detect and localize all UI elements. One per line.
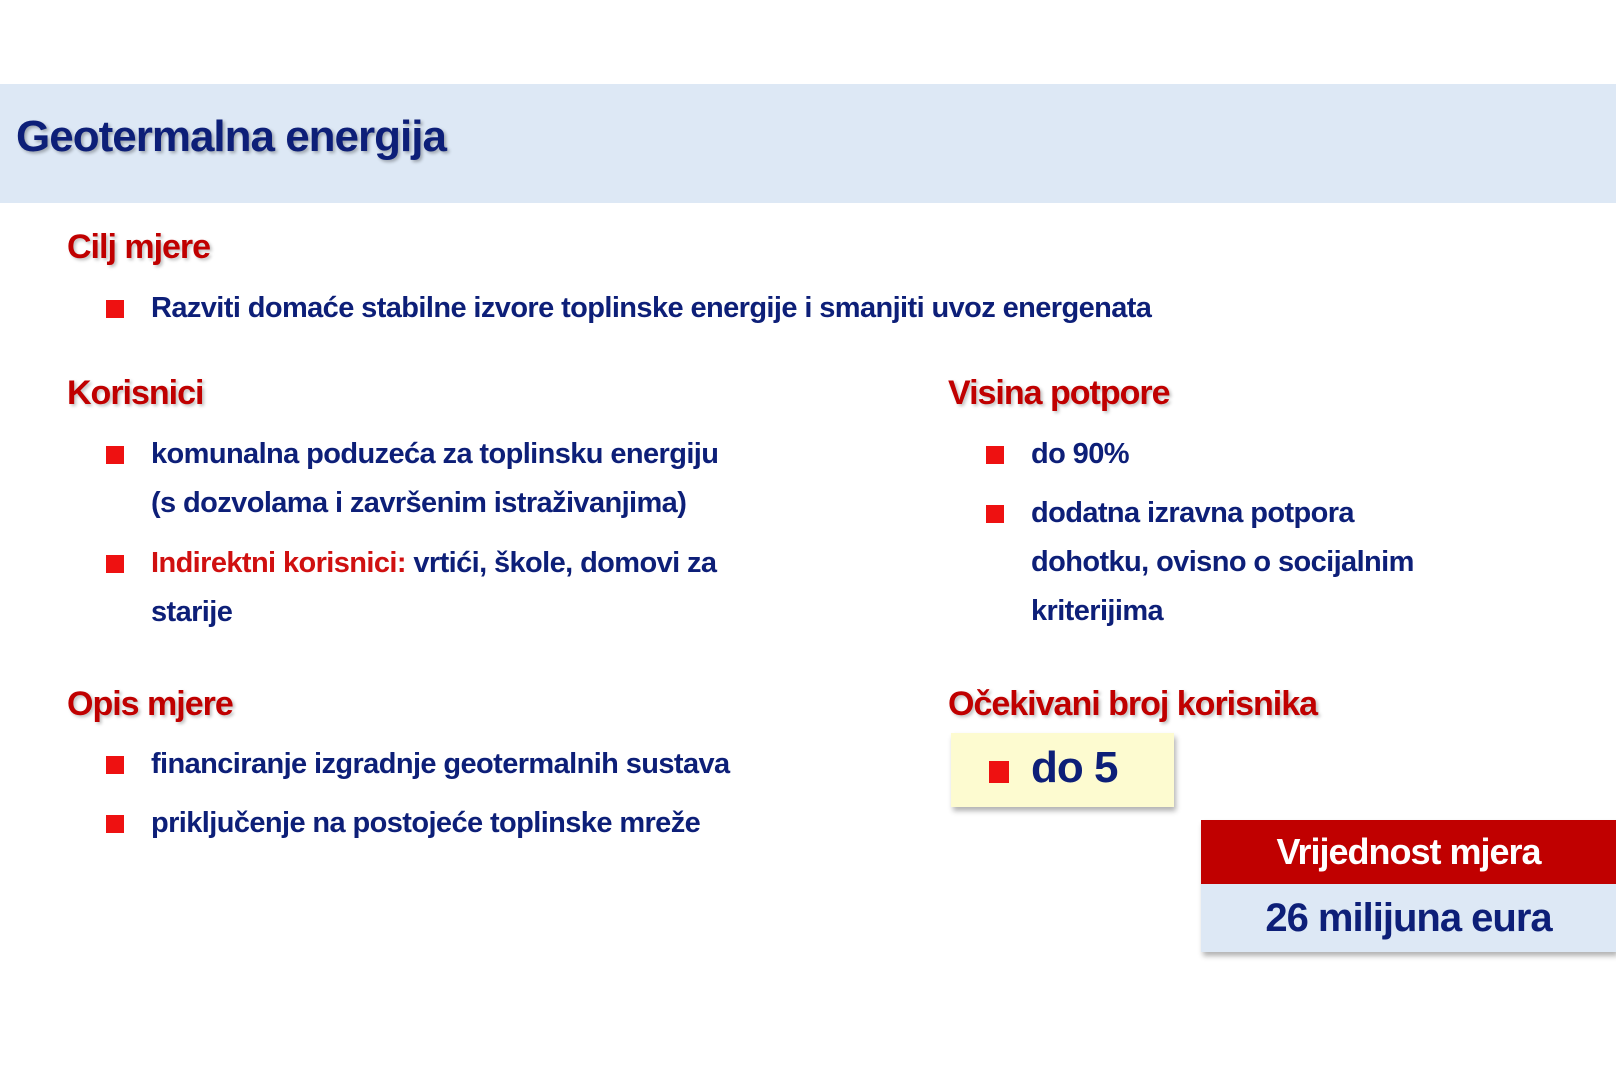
slide-title: Geotermalna energija <box>16 112 447 161</box>
korisnici-item-2: Indirektni korisnici: vrtići, škole, dom… <box>151 539 717 637</box>
korisnici-item-1-line2: (s dozvolama i završenim istraživanjima) <box>151 487 687 519</box>
bullet-square-icon <box>106 815 124 833</box>
heading-opis-mjere: Opis mjere <box>67 685 234 723</box>
bullet-square-icon <box>106 446 124 464</box>
opis-item-2: priključenje na postojeće toplinske mrež… <box>151 807 701 839</box>
bullet-square-icon <box>986 446 1004 464</box>
korisnici-item-1-line1: komunalna poduzeća za toplinsku energiju <box>151 438 719 470</box>
bullet-square-icon <box>106 555 124 573</box>
heading-korisnici: Korisnici <box>67 374 204 412</box>
visina-item-2-line3: kriterijima <box>1031 595 1164 627</box>
title-band <box>0 84 1616 203</box>
bullet-square-icon <box>986 505 1004 523</box>
korisnici-item-2-line2: starije <box>151 596 233 628</box>
bullet-square-icon <box>989 761 1009 783</box>
visina-item-2-line1: dodatna izravna potpora <box>1031 497 1355 529</box>
heading-cilj-mjere: Cilj mjere <box>67 228 211 266</box>
korisnici-item-1: komunalna poduzeća za toplinsku energiju… <box>151 430 719 528</box>
heading-ocekivani-broj: Očekivani broj korisnika <box>948 685 1318 723</box>
visina-item-2-line2: dohotku, ovisno o socijalnim <box>1031 546 1414 578</box>
ocekivani-value: do 5 <box>1031 743 1118 792</box>
cilj-item: Razviti domaće stabilne izvore toplinske… <box>151 292 1152 324</box>
bullet-square-icon <box>106 756 124 774</box>
opis-item-1: financiranje izgradnje geotermalnih sust… <box>151 748 730 780</box>
vrijednost-label: Vrijednost mjera <box>1201 820 1616 884</box>
heading-visina-potpore: Visina potpore <box>948 374 1171 412</box>
visina-item-2: dodatna izravna potpora dohotku, ovisno … <box>1031 489 1414 636</box>
korisnici-item-2-line1: vrtići, škole, domovi za <box>405 547 717 579</box>
vrijednost-value: 26 milijuna eura <box>1201 884 1616 952</box>
vrijednost-box: Vrijednost mjera 26 milijuna eura <box>1201 820 1616 952</box>
visina-item-1: do 90% <box>1031 438 1130 470</box>
bullet-square-icon <box>106 300 124 318</box>
indirektni-label: Indirektni korisnici: <box>151 547 407 579</box>
ocekivani-box: do 5 <box>951 733 1174 807</box>
